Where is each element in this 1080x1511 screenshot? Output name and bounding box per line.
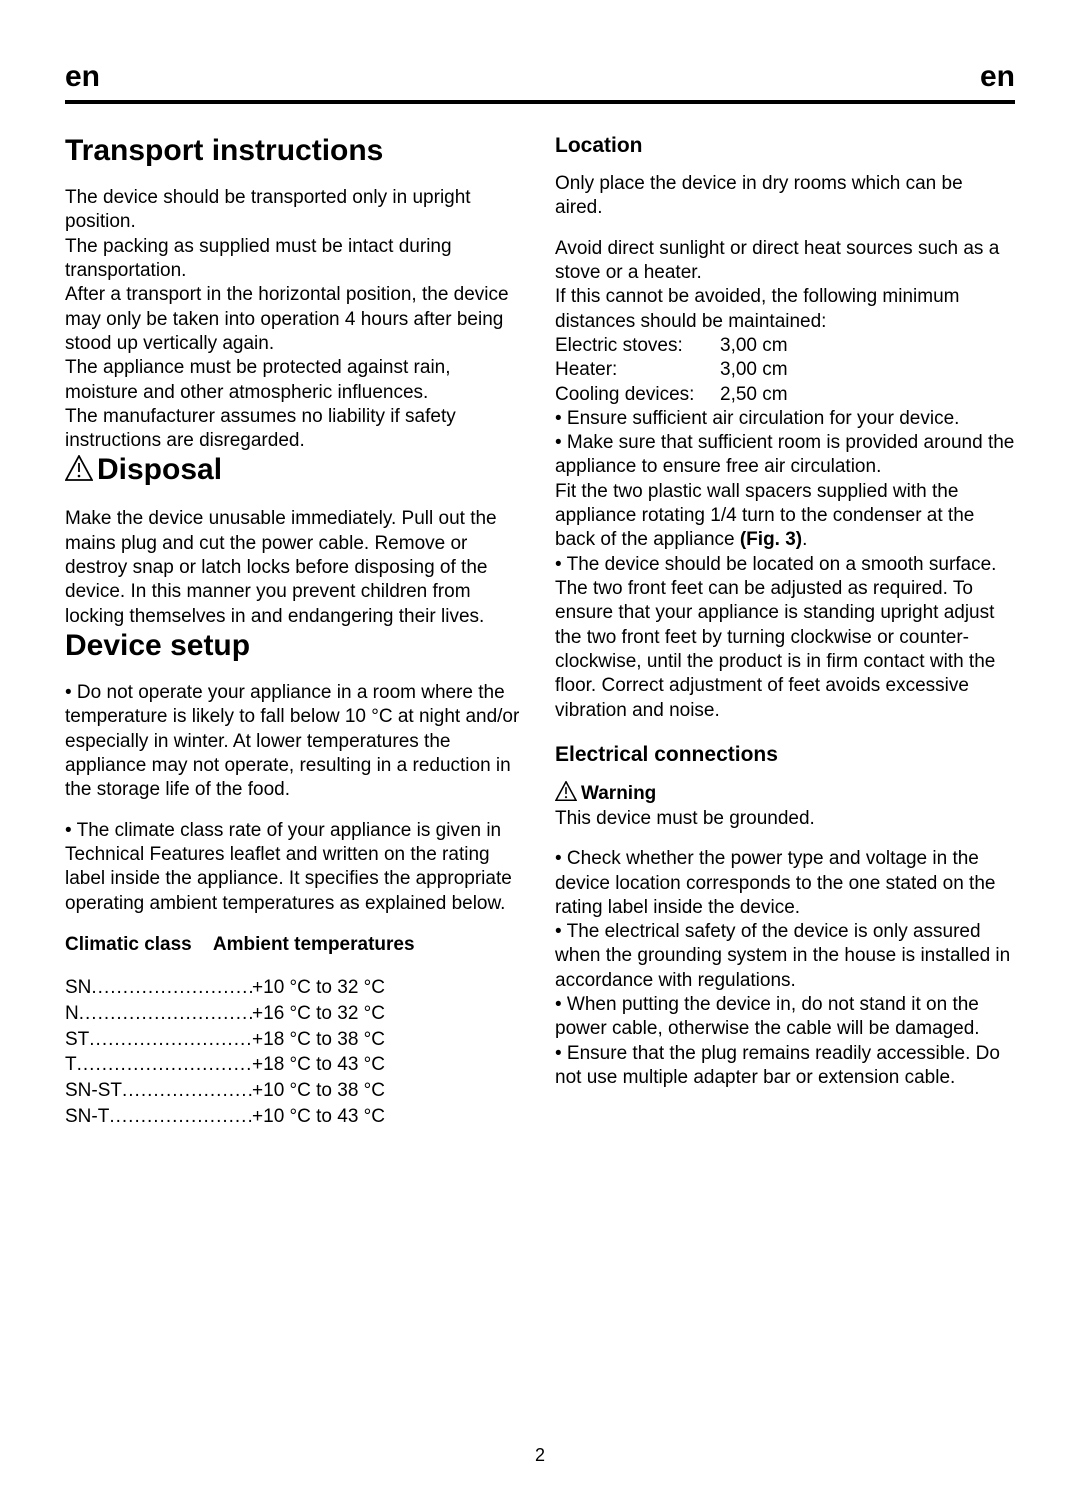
distance-label: Electric stoves: xyxy=(555,334,720,358)
distance-row: Cooling devices: 2,50 cm xyxy=(555,383,1015,407)
lang-code-right: en xyxy=(980,60,1015,94)
transport-p3: After a transport in the horizontal posi… xyxy=(65,283,525,356)
table-row: SN ................................. +10… xyxy=(65,975,385,1001)
electrical-b1: • Check whether the power type and volta… xyxy=(555,847,1015,920)
content-columns: Transport instructions The device should… xyxy=(65,134,1015,1129)
location-p3: If this cannot be avoided, the following… xyxy=(555,285,1015,334)
distance-row: Heater: 3,00 cm xyxy=(555,358,1015,382)
climatic-class: SN-T xyxy=(65,1104,109,1130)
climatic-temp: +16 °C to 32 °C xyxy=(252,1001,385,1027)
device-setup-title: Device setup xyxy=(65,629,525,663)
right-column: Location Only place the device in dry ro… xyxy=(555,134,1015,1129)
climatic-class: ST xyxy=(65,1027,89,1053)
climatic-class: SN xyxy=(65,975,91,1001)
lang-code-left: en xyxy=(65,60,100,94)
dots: ................................. xyxy=(109,1104,252,1130)
electrical-title: Electrical connections xyxy=(555,743,1015,767)
table-row: SN-ST ................................. … xyxy=(65,1078,385,1104)
electrical-b2: • The electrical safety of the device is… xyxy=(555,920,1015,993)
climatic-table: Climatic class Ambient temperatures SN .… xyxy=(65,932,525,1129)
climatic-temp: +10 °C to 43 °C xyxy=(252,1104,385,1130)
location-title: Location xyxy=(555,134,1015,158)
distance-value: 3,00 cm xyxy=(720,358,788,382)
transport-p1: The device should be transported only in… xyxy=(65,186,525,235)
location-p2: Avoid direct sunlight or direct heat sou… xyxy=(555,237,1015,286)
location-p1: Only place the device in dry rooms which… xyxy=(555,172,1015,221)
warning-heading: Warning xyxy=(555,781,1015,807)
dots: ................................. xyxy=(79,1001,252,1027)
table-row: N ................................. +16 … xyxy=(65,1001,385,1027)
location-b3: Fit the two plastic wall spacers supplie… xyxy=(555,480,1015,553)
climatic-temp: +10 °C to 32 °C xyxy=(252,975,385,1001)
disposal-p1: Make the device unusable immediately. Pu… xyxy=(65,507,525,629)
dots: ................................. xyxy=(89,1027,252,1053)
warning-icon xyxy=(65,455,93,489)
distance-label: Heater: xyxy=(555,358,720,382)
climatic-header-temp: Ambient temperatures xyxy=(213,934,415,955)
distance-label: Cooling devices: xyxy=(555,383,720,407)
climatic-temp: +18 °C to 43 °C xyxy=(252,1052,385,1078)
climatic-header: Climatic class Ambient temperatures xyxy=(65,932,525,958)
page-header: en en xyxy=(65,60,1015,104)
transport-p2: The packing as supplied must be intact d… xyxy=(65,235,525,284)
distance-row: Electric stoves: 3,00 cm xyxy=(555,334,1015,358)
page-number: 2 xyxy=(0,1445,1080,1466)
climatic-class: T xyxy=(65,1052,77,1078)
distance-value: 3,00 cm xyxy=(720,334,788,358)
table-row: T ................................. +18 … xyxy=(65,1052,385,1078)
location-b3c: . xyxy=(802,529,807,550)
electrical-b4: • Ensure that the plug remains readily a… xyxy=(555,1042,1015,1091)
dots: ................................. xyxy=(122,1078,252,1104)
dots: ................................. xyxy=(91,975,252,1001)
climatic-class: N xyxy=(65,1001,79,1027)
distance-value: 2,50 cm xyxy=(720,383,788,407)
location-b3-fig: (Fig. 3) xyxy=(740,529,802,550)
location-b2: • Make sure that sufficient room is prov… xyxy=(555,431,1015,480)
climatic-class: SN-ST xyxy=(65,1078,122,1104)
location-b1: • Ensure sufficient air circulation for … xyxy=(555,407,1015,431)
transport-p4: The appliance must be protected against … xyxy=(65,356,525,405)
climatic-header-class: Climatic class xyxy=(65,934,192,955)
transport-p5: The manufacturer assumes no liability if… xyxy=(65,405,525,454)
table-row: ST ................................. +18… xyxy=(65,1027,385,1053)
location-b4: • The device should be located on a smoo… xyxy=(555,553,1015,723)
warning-icon xyxy=(555,781,577,807)
left-column: Transport instructions The device should… xyxy=(65,134,525,1129)
warning-text: Warning xyxy=(581,783,656,804)
transport-title: Transport instructions xyxy=(65,134,525,168)
disposal-title-text: Disposal xyxy=(97,453,222,486)
climatic-temp: +10 °C to 38 °C xyxy=(252,1078,385,1104)
device-setup-p1: • Do not operate your appliance in a roo… xyxy=(65,681,525,803)
table-row: SN-T ................................. +… xyxy=(65,1104,385,1130)
dots: ................................. xyxy=(77,1052,252,1078)
electrical-b3: • When putting the device in, do not sta… xyxy=(555,993,1015,1042)
electrical-p1: This device must be grounded. xyxy=(555,807,1015,831)
device-setup-p2: • The climate class rate of your applian… xyxy=(65,819,525,916)
climatic-temp: +18 °C to 38 °C xyxy=(252,1027,385,1053)
disposal-title: Disposal xyxy=(65,453,525,489)
